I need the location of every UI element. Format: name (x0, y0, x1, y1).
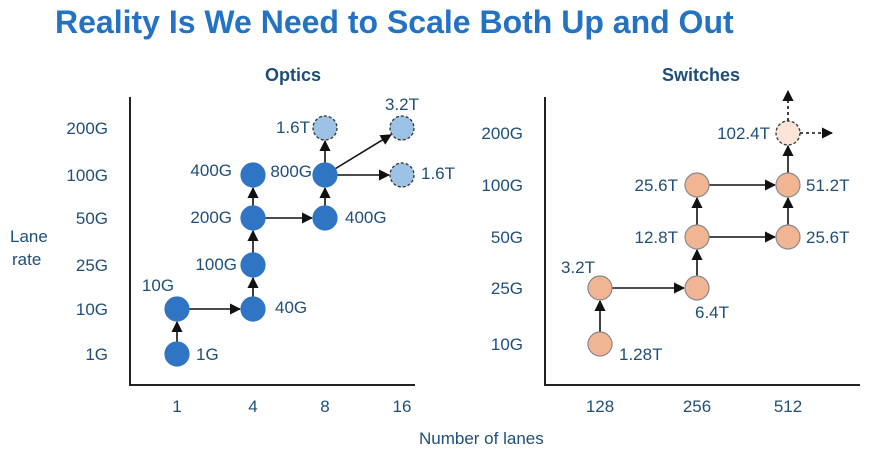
switches-node-s25_6t_b (775, 224, 801, 250)
switches-edges (594, 89, 834, 332)
switches-node-s102_4t (775, 120, 801, 146)
optics-y-tick: 1G (85, 345, 108, 364)
switches-node-s25_6t_a (684, 172, 710, 198)
x-axis-label: Number of lanes (419, 429, 544, 448)
switches-node-s1_28t (587, 331, 613, 357)
switches-node-s51_2t (775, 172, 801, 198)
switches-axes (544, 97, 860, 386)
optics-y-ticks: 200G 100G 50G 25G 10G 1G (66, 119, 108, 364)
switches-y-tick: 100G (481, 176, 523, 195)
optics-node-label: 400G (190, 161, 232, 180)
optics-node-label: 3.2T (385, 95, 419, 114)
switches-y-tick: 25G (491, 279, 523, 298)
switches-node-label: 25.6T (635, 176, 678, 195)
optics-x-tick: 1 (172, 397, 181, 416)
y-axis-label-line2: rate (12, 250, 41, 269)
page-title: Reality Is We Need to Scale Both Up and … (55, 4, 734, 40)
switches-y-tick: 200G (481, 124, 523, 143)
optics-node-o800g (312, 162, 338, 188)
optics-node-label: 400G (345, 208, 387, 227)
optics-node-label: 100G (195, 255, 237, 274)
optics-nodes: 1G 10G 40G 100G 200G 400G 400G 800G 1.6T 1.6T 3.2T (142, 95, 455, 367)
optics-node-o1_6t8 (312, 115, 338, 141)
optics-node-label: 10G (142, 276, 174, 295)
optics-y-tick: 200G (66, 119, 108, 138)
switches-x-tick: 128 (586, 397, 614, 416)
optics-node-label: 1.6T (276, 118, 310, 137)
optics-edge (334, 134, 392, 170)
switches-node-label: 51.2T (806, 176, 849, 195)
optics-node-label: 40G (275, 298, 307, 317)
optics-node-o3_2t (389, 115, 415, 141)
switches-nodes: 1.28T 3.2T 6.4T 12.8T 25.6T 25.6T 51.2T 102.4T (561, 120, 849, 364)
switches-node-s3_2t (587, 275, 613, 301)
optics-edges (171, 134, 392, 342)
optics-y-tick: 50G (76, 209, 108, 228)
switches-node-label: 25.6T (806, 228, 849, 247)
optics-x-tick: 16 (393, 397, 412, 416)
optics-node-o10g (164, 296, 190, 322)
optics-node-o1_6t16 (389, 162, 415, 188)
optics-node-o1g (164, 341, 190, 367)
optics-y-tick: 100G (66, 166, 108, 185)
optics-y-tick: 10G (76, 300, 108, 319)
y-axis-label-line1: Lane (10, 227, 48, 246)
optics-node-o400g8 (312, 205, 338, 231)
optics-node-label: 200G (190, 208, 232, 227)
optics-node-o100g (240, 252, 266, 278)
optics-node-o200g (240, 205, 266, 231)
switches-panel: Switches 200G 100G 50G 25G 10G 128 256 512 1.2… (481, 65, 860, 416)
optics-panel: Optics 200G 100G 50G 25G 10G 1G 1 4 8 16 1G 10G 40… (66, 65, 455, 416)
switches-node-label: 6.4T (695, 303, 729, 322)
optics-x-tick: 8 (320, 397, 329, 416)
switches-node-s12_8t (684, 224, 710, 250)
switches-x-tick: 256 (683, 397, 711, 416)
switches-y-ticks: 200G 100G 50G 25G 10G (481, 124, 523, 354)
optics-x-ticks: 1 4 8 16 (172, 397, 411, 416)
optics-node-o40g (240, 296, 266, 322)
optics-heading: Optics (265, 65, 321, 85)
switches-node-label: 102.4T (717, 124, 770, 143)
optics-x-tick: 4 (248, 397, 257, 416)
switches-y-tick: 50G (491, 228, 523, 247)
switches-node-s6_4t (684, 275, 710, 301)
optics-node-label: 800G (270, 162, 312, 181)
switches-heading: Switches (662, 65, 740, 85)
optics-node-o400g4 (240, 162, 266, 188)
optics-y-tick: 25G (76, 256, 108, 275)
switches-y-tick: 10G (491, 335, 523, 354)
optics-node-label: 1.6T (421, 164, 455, 183)
optics-axes (129, 97, 415, 386)
switches-node-label: 12.8T (635, 228, 678, 247)
switches-node-label: 1.28T (619, 345, 662, 364)
switches-node-label: 3.2T (561, 258, 595, 277)
optics-node-label: 1G (196, 345, 219, 364)
switches-x-tick: 512 (774, 397, 802, 416)
switches-x-ticks: 128 256 512 (586, 397, 802, 416)
